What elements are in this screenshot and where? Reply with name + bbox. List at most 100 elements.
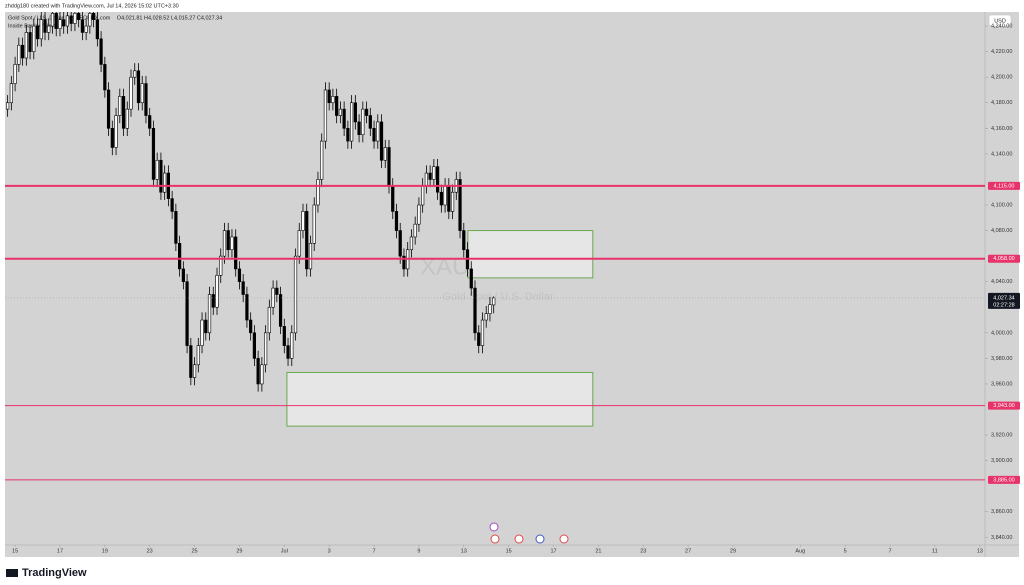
- x-tick-label: 23: [147, 548, 153, 554]
- candle-body: [103, 64, 107, 91]
- level-label: 4,058.00: [993, 256, 1014, 262]
- candle-body: [349, 102, 354, 142]
- level-label: 3,943.00: [993, 403, 1014, 409]
- candle-body: [432, 166, 436, 180]
- candle-body: [92, 12, 96, 20]
- candle-body: [200, 319, 204, 346]
- y-tick-label: 4,200.00: [991, 75, 1012, 81]
- y-tick-label: 3,860.00: [991, 509, 1012, 515]
- candle-body: [17, 44, 21, 65]
- candle-body: [170, 198, 174, 212]
- candle-body: [163, 172, 167, 193]
- zone: [467, 230, 594, 279]
- candle-body: [413, 223, 417, 238]
- candle-body: [342, 108, 346, 129]
- x-tick-label: Jul: [281, 548, 288, 554]
- candle-body: [398, 230, 402, 257]
- level-label: 4,115.00: [993, 183, 1014, 189]
- candle-body: [424, 172, 428, 187]
- last-price-label: 4,027.34: [993, 295, 1014, 301]
- candle-body: [58, 19, 62, 29]
- event-icon[interactable]: [489, 522, 499, 532]
- event-icon[interactable]: [514, 534, 524, 544]
- credit: zhddg180 created with TradingView.com, J…: [5, 3, 179, 9]
- level-tag: [988, 475, 1020, 484]
- last-price-tag: [988, 292, 1020, 309]
- candle-body: [252, 332, 257, 359]
- candle-body: [148, 115, 152, 129]
- x-tick-label: 29: [730, 548, 736, 554]
- candle-body: [174, 211, 178, 244]
- logo-text: TradingView: [22, 567, 87, 579]
- candle-body: [447, 185, 451, 212]
- event-icon[interactable]: [490, 534, 500, 544]
- candle-body: [159, 159, 163, 193]
- candle-body: [267, 306, 271, 334]
- candle-body: [439, 191, 443, 206]
- candle-body: [24, 32, 28, 59]
- candle-body: [106, 89, 111, 129]
- candle-body: [320, 140, 324, 180]
- x-tick-label: 13: [977, 548, 983, 554]
- y-tick-label: 3,980.00: [991, 356, 1012, 362]
- candle-body: [458, 179, 462, 231]
- candle-body: [484, 313, 488, 321]
- candle-body: [99, 38, 103, 65]
- candle-body: [50, 12, 55, 27]
- event-icon[interactable]: [559, 534, 569, 544]
- x-tick-label: 11: [932, 548, 938, 554]
- candle-body: [144, 83, 148, 116]
- candle-body: [219, 255, 223, 276]
- candle-body: [383, 147, 387, 161]
- candle-body: [379, 121, 384, 161]
- x-tick-label: 7: [373, 548, 376, 554]
- candle-body: [301, 211, 305, 231]
- candle-body: [477, 332, 481, 346]
- candle-body: [133, 70, 137, 78]
- candle-body: [249, 319, 253, 334]
- level-tag: [988, 254, 1020, 263]
- y-tick-label: 4,220.00: [991, 49, 1012, 55]
- candle-body: [211, 294, 215, 308]
- candle-body: [409, 236, 414, 251]
- candle-body: [275, 287, 279, 295]
- candle-body: [234, 236, 238, 270]
- candle-body: [178, 243, 182, 270]
- candle-body: [305, 211, 309, 270]
- logo: TradingView: [6, 567, 87, 579]
- candle-body: [421, 185, 425, 206]
- x-tick-label: 15: [506, 548, 512, 554]
- candle-body: [297, 230, 301, 257]
- currency-button[interactable]: [988, 14, 1012, 27]
- plot-area: [6, 12, 594, 427]
- candle-body: [84, 25, 88, 33]
- candle-body: [391, 185, 395, 212]
- candle-body: [353, 102, 357, 123]
- x-tick-label: 17: [57, 548, 63, 554]
- candle-body: [73, 12, 77, 24]
- candle-body: [62, 19, 66, 27]
- candle-body: [331, 96, 335, 104]
- level-tag: [988, 181, 1020, 190]
- candle-body: [346, 128, 350, 142]
- candle-body: [129, 76, 133, 110]
- zone: [286, 371, 594, 427]
- event-icon[interactable]: [535, 534, 545, 544]
- candle-body: [140, 83, 144, 104]
- y-tick-label: 3,900.00: [991, 458, 1012, 464]
- candle-body: [237, 268, 242, 282]
- currency: USD: [994, 18, 1006, 24]
- candle-body: [196, 345, 200, 366]
- y-tick-label: 3,920.00: [991, 433, 1012, 439]
- candle-body: [151, 128, 156, 180]
- y-tick-label: 4,160.00: [991, 126, 1012, 132]
- x-tick-label: Aug: [795, 548, 805, 554]
- y-tick-label: 4,080.00: [991, 228, 1012, 234]
- candle-body: [327, 89, 331, 104]
- x-tick-label: 17: [550, 548, 556, 554]
- y-tick-label: 4,140.00: [991, 151, 1012, 157]
- candle-body: [65, 15, 70, 27]
